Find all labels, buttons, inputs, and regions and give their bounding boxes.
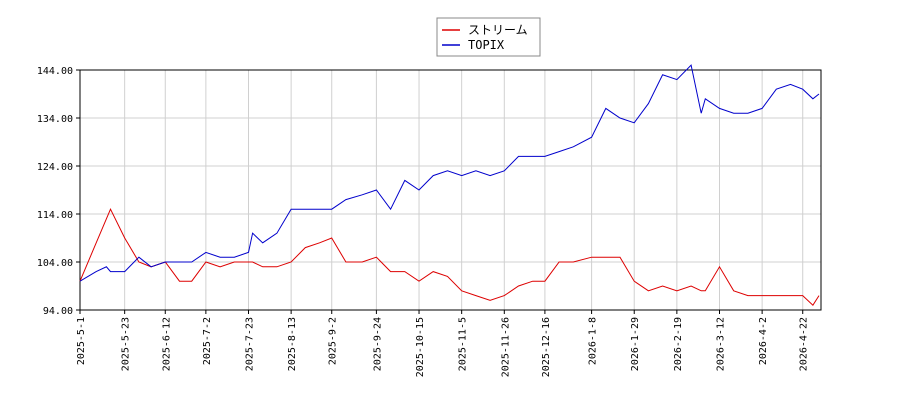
x-tick-label: 2026-4-22 xyxy=(799,317,810,371)
y-tick-label: 104.00 xyxy=(37,258,73,269)
x-tick-label: 2025-10-15 xyxy=(415,317,426,377)
x-tick-label: 2025-6-12 xyxy=(161,317,172,371)
x-tick-label: 2025-7-2 xyxy=(202,317,213,365)
y-tick-label: 94.00 xyxy=(43,306,73,317)
legend-label: ストリーム xyxy=(468,23,528,37)
plot-frame xyxy=(79,69,822,311)
legend-label: TOPIX xyxy=(468,38,505,52)
y-tick-label: 124.00 xyxy=(37,162,73,173)
x-tick-label: 2025-9-2 xyxy=(328,317,339,365)
x-tick-label: 2025-7-23 xyxy=(245,317,256,371)
x-tick-label: 2026-1-29 xyxy=(630,317,641,371)
x-tick-label: 2025-8-13 xyxy=(287,317,298,371)
x-tick-label: 2026-2-19 xyxy=(673,317,684,371)
x-tick-label: 2025-12-16 xyxy=(541,317,552,377)
x-tick-label: 2025-11-5 xyxy=(458,317,469,371)
y-tick-label: 114.00 xyxy=(37,210,73,221)
x-tick-label: 2025-11-26 xyxy=(500,317,511,377)
x-tick-label: 2025-5-23 xyxy=(121,317,132,371)
x-tick-label: 2026-3-12 xyxy=(715,317,726,371)
y-tick-label: 144.00 xyxy=(37,66,73,77)
series-line xyxy=(79,208,820,306)
legend xyxy=(436,17,541,57)
x-tick-label: 2026-1-8 xyxy=(588,317,599,365)
series-line xyxy=(79,64,820,282)
x-tick-label: 2025-5-1 xyxy=(76,317,87,365)
y-tick-label: 134.00 xyxy=(37,114,73,125)
x-tick-label: 2025-9-24 xyxy=(372,317,383,371)
x-tick-label: 2026-4-2 xyxy=(758,317,769,365)
